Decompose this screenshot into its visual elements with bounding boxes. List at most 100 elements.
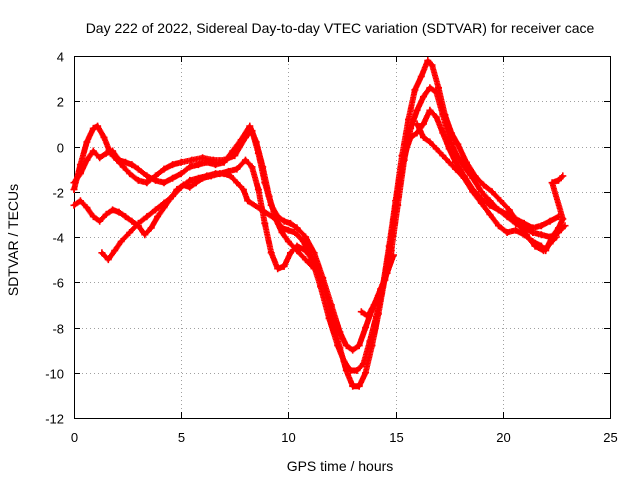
data-point bbox=[477, 199, 485, 207]
data-point bbox=[212, 161, 219, 169]
data-point bbox=[495, 206, 502, 214]
data-point bbox=[126, 170, 134, 178]
data-point bbox=[555, 224, 562, 232]
data-point bbox=[188, 156, 196, 164]
data-point bbox=[559, 172, 567, 180]
data-point bbox=[186, 163, 194, 171]
data-point bbox=[209, 156, 217, 164]
data-point bbox=[349, 346, 357, 354]
data-point bbox=[452, 158, 460, 166]
data-point bbox=[529, 238, 537, 245]
data-point bbox=[359, 360, 367, 368]
data-point bbox=[115, 208, 123, 216]
data-point bbox=[308, 256, 316, 264]
data-point bbox=[377, 285, 385, 293]
data-point bbox=[426, 138, 434, 146]
data-point bbox=[239, 186, 247, 193]
data-point bbox=[357, 308, 365, 316]
data-point bbox=[220, 170, 228, 178]
data-point bbox=[411, 86, 419, 94]
data-point bbox=[203, 158, 211, 166]
data-point bbox=[546, 217, 554, 225]
data-point bbox=[428, 61, 436, 69]
data-point bbox=[160, 199, 168, 207]
data-point bbox=[497, 197, 505, 205]
data-point bbox=[134, 165, 142, 173]
data-point bbox=[83, 204, 91, 212]
data-point bbox=[537, 231, 545, 239]
data-point bbox=[486, 210, 494, 218]
data-point bbox=[194, 161, 202, 169]
data-point bbox=[70, 186, 78, 193]
data-point bbox=[477, 188, 485, 196]
data-point bbox=[94, 122, 102, 130]
data-point bbox=[366, 337, 374, 345]
data-point bbox=[102, 149, 110, 157]
data-series bbox=[70, 57, 569, 390]
data-point bbox=[454, 140, 462, 148]
data-point bbox=[117, 238, 125, 245]
data-point bbox=[460, 174, 468, 182]
data-point bbox=[398, 152, 406, 160]
data-point bbox=[293, 224, 301, 232]
series-track-4 bbox=[98, 120, 567, 320]
x-tick-label: 25 bbox=[603, 430, 617, 445]
data-point bbox=[503, 229, 511, 236]
data-point bbox=[83, 156, 91, 164]
data-point bbox=[420, 120, 427, 128]
data-point bbox=[143, 172, 151, 180]
data-point bbox=[424, 57, 432, 64]
data-point bbox=[520, 231, 528, 239]
data-point bbox=[194, 174, 202, 182]
x-tick-label: 5 bbox=[178, 430, 185, 445]
data-point bbox=[89, 213, 97, 221]
axis-ticks: 0 5 10 15 20 25 -12 -10 -8 -6 -4 -2 0 2 4 bbox=[45, 50, 618, 446]
data-point bbox=[349, 382, 357, 390]
y-tick-label: -8 bbox=[52, 322, 64, 337]
data-point bbox=[317, 283, 325, 291]
data-point bbox=[115, 156, 123, 164]
data-point bbox=[70, 201, 78, 209]
data-point bbox=[100, 133, 108, 141]
data-point bbox=[177, 170, 185, 178]
data-point bbox=[169, 174, 177, 182]
y-axis-label: SDTVAR / TECUs bbox=[5, 184, 21, 296]
data-point bbox=[244, 197, 252, 205]
data-point bbox=[355, 382, 363, 390]
data-point bbox=[284, 226, 292, 234]
data-point bbox=[259, 163, 267, 171]
data-point bbox=[122, 158, 129, 166]
data-point bbox=[280, 217, 288, 225]
data-point bbox=[76, 170, 84, 178]
data-point bbox=[452, 165, 460, 173]
data-point bbox=[426, 84, 434, 92]
data-point bbox=[302, 233, 310, 241]
data-point bbox=[128, 217, 136, 225]
data-point bbox=[227, 172, 234, 180]
data-point bbox=[405, 115, 412, 123]
data-point bbox=[102, 210, 110, 218]
data-point bbox=[548, 233, 556, 241]
data-point bbox=[212, 170, 219, 178]
data-point bbox=[284, 238, 292, 245]
data-point bbox=[169, 161, 177, 169]
data-point bbox=[231, 152, 239, 160]
data-point bbox=[420, 93, 427, 101]
data-point bbox=[287, 219, 294, 227]
data-point bbox=[233, 165, 241, 173]
data-point bbox=[233, 179, 241, 187]
data-point bbox=[310, 249, 318, 257]
data-point bbox=[512, 226, 520, 234]
data-point bbox=[152, 206, 159, 214]
data-point bbox=[488, 188, 496, 196]
data-point bbox=[432, 113, 440, 121]
data-point bbox=[364, 312, 372, 320]
x-tick-label: 15 bbox=[389, 430, 403, 445]
data-point bbox=[287, 249, 294, 257]
data-point bbox=[413, 120, 421, 128]
x-tick-label: 20 bbox=[496, 430, 510, 445]
data-point bbox=[413, 106, 421, 114]
data-point bbox=[220, 158, 228, 166]
data-point bbox=[134, 219, 142, 227]
data-point bbox=[439, 152, 447, 160]
